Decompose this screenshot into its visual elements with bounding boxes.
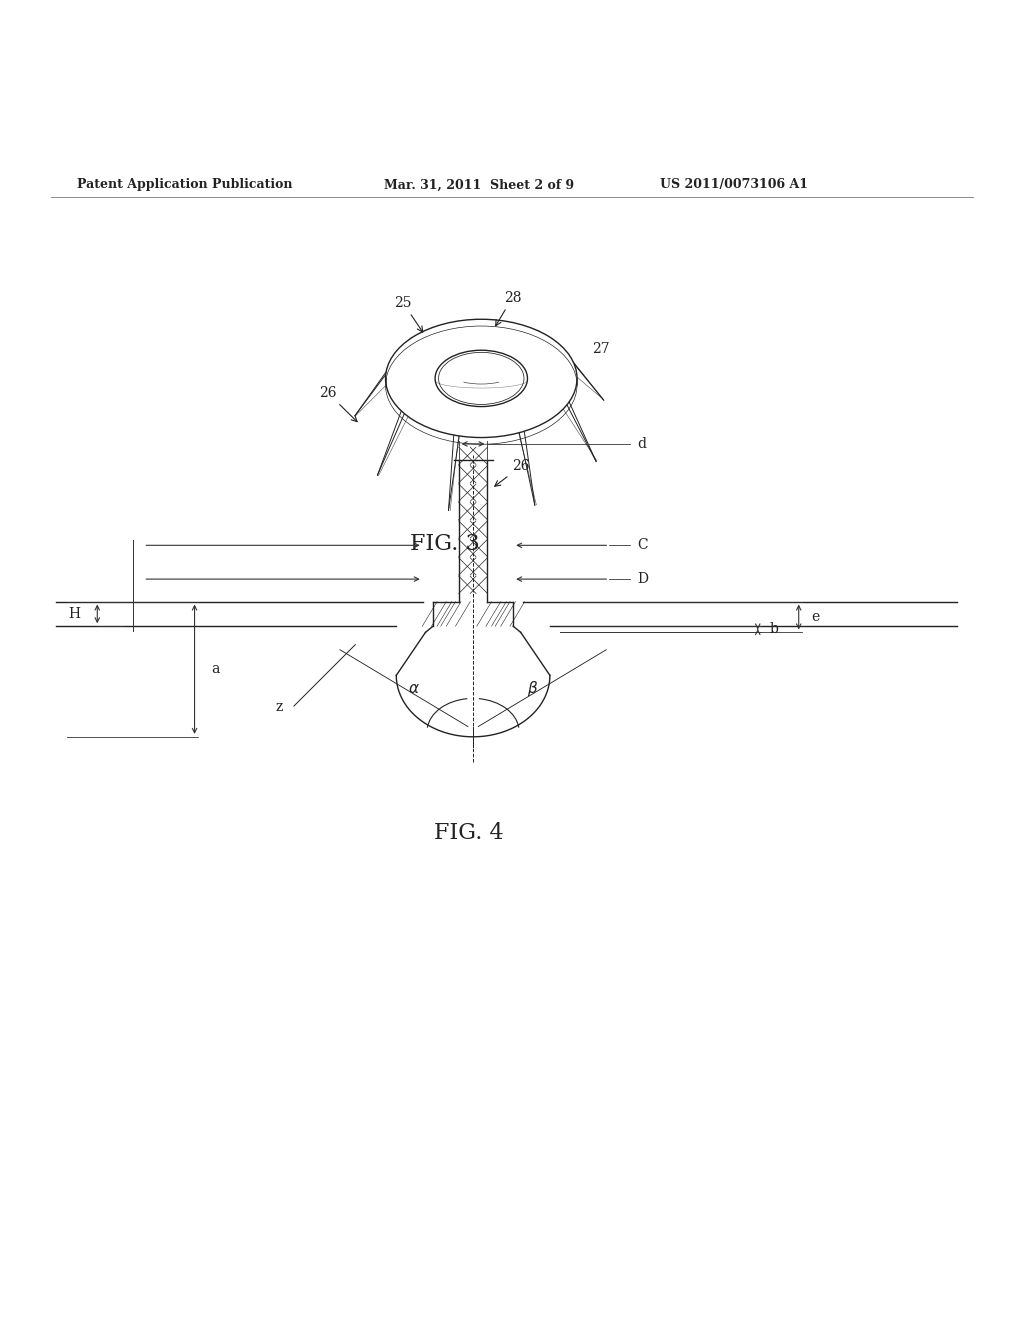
Text: z: z [275,700,283,714]
Text: C: C [637,539,647,552]
Text: Patent Application Publication: Patent Application Publication [77,178,292,191]
Text: 26: 26 [318,385,357,421]
Text: e: e [811,610,819,624]
Text: 28: 28 [496,290,521,326]
Text: D: D [637,572,648,586]
Text: 27: 27 [592,342,610,356]
Text: Mar. 31, 2011  Sheet 2 of 9: Mar. 31, 2011 Sheet 2 of 9 [384,178,574,191]
Ellipse shape [435,350,527,407]
Text: 25: 25 [394,296,423,333]
Text: H: H [69,607,81,620]
Text: $\beta$: $\beta$ [526,678,539,698]
Text: d: d [637,437,646,451]
Ellipse shape [438,352,524,404]
Text: b: b [770,622,779,636]
Text: 26: 26 [495,459,529,486]
Ellipse shape [385,319,578,437]
Text: a: a [211,663,219,676]
Text: US 2011/0073106 A1: US 2011/0073106 A1 [660,178,809,191]
Text: $\alpha$: $\alpha$ [408,681,420,696]
Text: FIG. 4: FIG. 4 [434,822,504,845]
Text: FIG. 3: FIG. 3 [410,533,479,556]
